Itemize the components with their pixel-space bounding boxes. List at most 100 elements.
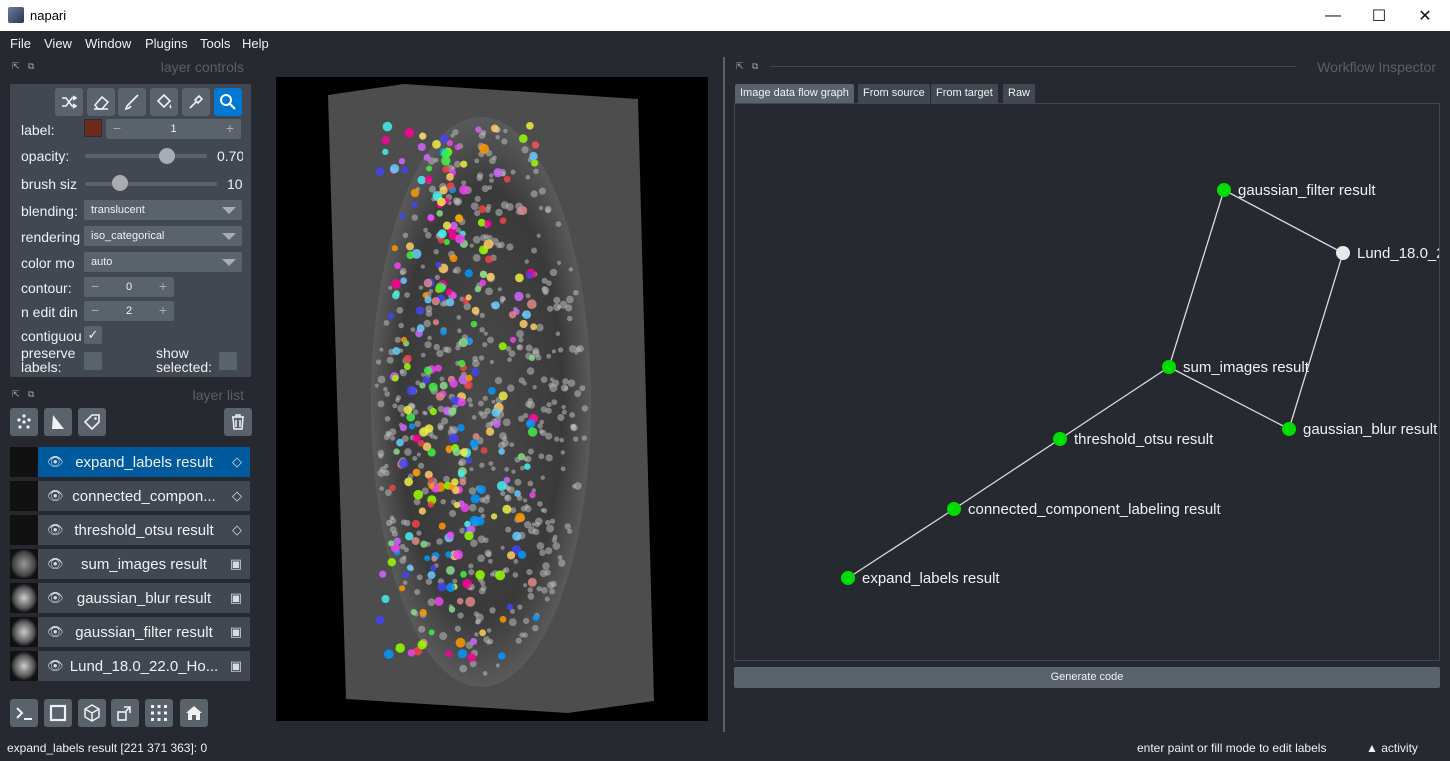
nucleus-dot <box>390 435 396 441</box>
label-cell <box>405 532 414 541</box>
dock-splitter[interactable] <box>723 57 725 732</box>
n-edit-dim-spinbox[interactable]: − 2 + <box>84 301 174 321</box>
tab-from-source[interactable]: From source <box>858 84 930 103</box>
brush-size-slider-handle[interactable] <box>112 175 128 191</box>
erase-button[interactable] <box>87 88 115 116</box>
float-panel-icon[interactable]: ⇱ <box>12 389 20 399</box>
console-button[interactable] <box>10 699 38 727</box>
layer-row[interactable]: 👁 sum_images result ▣ <box>10 549 250 579</box>
opacity-slider[interactable] <box>85 154 207 158</box>
minimize-button[interactable]: — <box>1325 6 1341 24</box>
layer-row[interactable]: 👁 connected_compon... ◇ <box>10 481 250 511</box>
shuffle-colors-button[interactable] <box>55 88 83 116</box>
tab-raw[interactable]: Raw <box>1003 84 1036 103</box>
label-cell <box>411 519 420 528</box>
show-selected-checkbox[interactable] <box>219 352 237 370</box>
eye-icon[interactable]: 👁 <box>47 488 64 503</box>
label-cell <box>428 629 435 636</box>
label-cell <box>514 490 521 497</box>
decrement-icon[interactable]: − <box>90 302 100 318</box>
contour-spinbox[interactable]: − 0 + <box>84 277 174 297</box>
label-cell <box>406 385 417 396</box>
eye-icon[interactable]: 👁 <box>47 590 64 605</box>
layer-row[interactable]: 👁 expand_labels result ◇ <box>10 447 250 477</box>
graph-node[interactable] <box>841 571 855 585</box>
blending-combobox[interactable]: translucent <box>84 200 242 220</box>
nucleus-dot <box>482 671 488 676</box>
label-cell <box>531 141 539 148</box>
increment-icon[interactable]: + <box>158 302 168 318</box>
close-panel-icon[interactable]: ⧉ <box>28 61 35 71</box>
label-cell <box>509 336 517 343</box>
close-button[interactable]: ✕ <box>1418 7 1432 25</box>
label-cell <box>446 173 454 181</box>
eye-icon[interactable]: 👁 <box>47 454 64 469</box>
grid-view-button[interactable] <box>145 699 173 727</box>
tab-image-data-flow-graph[interactable]: Image data flow graph <box>735 84 854 103</box>
menu-file[interactable]: File <box>10 36 31 51</box>
nucleus-dot <box>412 456 418 461</box>
float-panel-icon[interactable]: ⇱ <box>12 61 20 71</box>
new-points-layer-button[interactable] <box>10 408 38 436</box>
pick-button[interactable] <box>182 88 210 116</box>
fill-button[interactable] <box>150 88 178 116</box>
increment-icon[interactable]: + <box>158 278 168 294</box>
decrement-icon[interactable]: − <box>90 278 100 294</box>
nucleus-dot <box>428 185 436 193</box>
flow-graph-area[interactable]: gaussian_filter result Lund_18.0_2 sum_ima… <box>734 103 1440 661</box>
float-panel-icon[interactable]: ⇱ <box>736 61 744 71</box>
decrement-icon[interactable]: − <box>112 120 122 136</box>
nucleus-dot <box>482 496 490 504</box>
activity-button[interactable]: ▲ activity <box>1366 741 1418 755</box>
graph-node[interactable] <box>1282 422 1296 436</box>
increment-icon[interactable]: + <box>225 120 235 136</box>
eye-icon[interactable]: 👁 <box>47 658 64 673</box>
close-panel-icon[interactable]: ⧉ <box>28 389 35 399</box>
tab-from-target[interactable]: From target <box>931 84 998 103</box>
new-shapes-layer-button[interactable] <box>44 408 72 436</box>
color-mode-combobox[interactable]: auto <box>84 252 242 272</box>
roll-dimensions-button[interactable] <box>78 699 106 727</box>
label-cell <box>465 596 476 607</box>
nucleus-dot <box>498 241 505 249</box>
layer-row[interactable]: 👁 Lund_18.0_22.0_Ho... ▣ <box>10 651 250 681</box>
paint-button[interactable] <box>118 88 146 116</box>
layer-row[interactable]: 👁 threshold_otsu result ◇ <box>10 515 250 545</box>
maximize-button[interactable]: ☐ <box>1371 7 1387 25</box>
close-panel-icon[interactable]: ⧉ <box>752 61 759 71</box>
delete-layer-button[interactable] <box>224 408 252 436</box>
layer-row[interactable]: 👁 gaussian_blur result ▣ <box>10 583 250 613</box>
menu-help[interactable]: Help <box>242 36 269 51</box>
rendering-label: rendering <box>21 229 81 245</box>
transpose-button[interactable] <box>111 699 139 727</box>
new-labels-layer-button[interactable] <box>78 408 106 436</box>
reset-view-button[interactable] <box>180 699 208 727</box>
pan-zoom-button[interactable] <box>214 88 242 116</box>
graph-node[interactable] <box>1217 183 1231 197</box>
label-color-swatch[interactable] <box>84 119 102 137</box>
label-cell <box>486 427 495 436</box>
rendering-combobox[interactable]: iso_categorical <box>84 226 242 246</box>
opacity-slider-handle[interactable] <box>159 148 175 164</box>
graph-node[interactable] <box>1053 432 1067 446</box>
menu-tools[interactable]: Tools <box>200 36 231 51</box>
magnifier-icon <box>220 94 236 110</box>
brush-size-slider[interactable] <box>85 182 217 186</box>
toggle-ndisplay-button[interactable] <box>44 699 72 727</box>
eye-icon[interactable]: 👁 <box>47 624 64 639</box>
graph-node[interactable] <box>1336 246 1350 260</box>
graph-node[interactable] <box>947 502 961 516</box>
generate-code-button[interactable]: Generate code <box>734 667 1440 688</box>
nucleus-dot <box>425 305 433 313</box>
eye-icon[interactable]: 👁 <box>47 522 64 537</box>
menu-plugins[interactable]: Plugins <box>145 36 188 51</box>
eye-icon[interactable]: 👁 <box>47 556 64 571</box>
graph-node[interactable] <box>1162 360 1176 374</box>
menu-window[interactable]: Window <box>85 36 132 51</box>
menu-view[interactable]: View <box>44 36 72 51</box>
viewer-canvas[interactable] <box>276 77 708 721</box>
layer-row[interactable]: 👁 gaussian_filter result ▣ <box>10 617 250 647</box>
label-spinbox[interactable]: − 1 + <box>106 119 241 139</box>
preserve-labels-checkbox[interactable] <box>84 352 102 370</box>
contiguous-checkbox[interactable]: ✓ <box>84 326 102 344</box>
